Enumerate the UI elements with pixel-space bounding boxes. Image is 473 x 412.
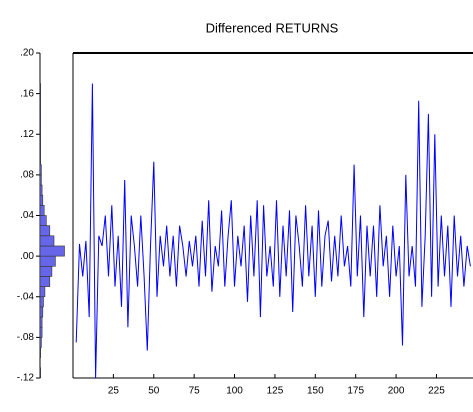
x-tick-label: 100 — [226, 386, 243, 397]
y-tick-label: -.04 — [17, 291, 35, 302]
x-tick-label: 175 — [347, 386, 364, 397]
histogram-bar — [39, 245, 65, 257]
histogram-bar — [39, 255, 56, 267]
y-tick-label: .12 — [20, 129, 34, 140]
histogram-bar — [39, 337, 42, 348]
histogram-bar — [39, 215, 47, 226]
histogram-bar — [39, 184, 43, 196]
x-tick-label: 225 — [428, 386, 445, 397]
histogram-bar — [39, 83, 41, 94]
histogram-bar — [39, 205, 45, 216]
x-tick-label: 150 — [307, 386, 324, 397]
histogram-bar — [39, 225, 51, 237]
histogram-bar — [39, 93, 41, 105]
y-tick-label: .04 — [20, 210, 34, 221]
histogram-bar — [39, 265, 53, 277]
series-line — [75, 83, 471, 379]
histogram-bar — [39, 306, 44, 318]
y-tick-label: .00 — [20, 251, 34, 262]
histogram-bar — [39, 103, 41, 115]
histogram-bar — [39, 367, 41, 379]
x-tick-label: 25 — [108, 386, 120, 397]
histogram-bar — [39, 144, 41, 155]
histogram-bar — [39, 347, 41, 358]
histogram-bar — [39, 286, 46, 298]
histogram-bar — [39, 174, 42, 186]
histogram-bar — [39, 296, 44, 308]
x-tick-label: 75 — [189, 386, 201, 397]
x-tick-label: 50 — [148, 386, 160, 397]
histogram-bar — [39, 194, 44, 206]
histogram-bar — [39, 123, 41, 135]
y-tick-label: .08 — [20, 170, 34, 181]
histogram-bar — [39, 133, 41, 145]
x-tick-label: 125 — [267, 386, 284, 397]
y-tick-label: -.08 — [17, 332, 35, 343]
histogram-bar — [39, 154, 41, 166]
y-tick-label: -.12 — [17, 373, 35, 384]
x-tick-label: 200 — [388, 386, 405, 397]
y-tick-label: .20 — [20, 48, 34, 59]
y-tick-label: .16 — [20, 88, 34, 99]
histogram-bar — [39, 235, 55, 247]
histogram-bar — [39, 316, 43, 328]
histogram-bar — [39, 113, 41, 125]
histogram-bar — [39, 276, 51, 287]
histogram-bar — [39, 326, 43, 338]
chart-title: Differenced RETURNS — [206, 20, 339, 35]
histogram-bar — [39, 164, 42, 176]
